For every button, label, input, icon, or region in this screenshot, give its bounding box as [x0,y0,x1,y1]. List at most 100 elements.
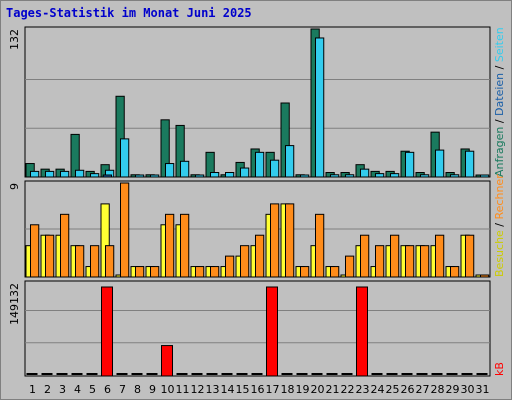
bar-rechner [405,245,415,278]
bar-rechner [150,266,160,278]
x-tick-label: 1 [29,383,36,396]
bar-dateien [270,159,280,178]
bar-dateien [345,174,355,178]
x-tick-label: 27 [416,383,430,396]
bar-rechner [165,213,175,278]
bar-dateien [75,169,85,178]
bar-dateien [225,172,235,178]
bar-rechner [120,182,130,278]
x-tick-label: 29 [446,383,460,396]
x-tick-label: 25 [386,383,400,396]
y-max-label-visits: 9 [8,183,21,190]
bar-dateien [435,149,445,178]
bar-dateien [420,174,430,178]
x-tick-label: 13 [206,383,220,396]
bar-rechner [225,255,235,278]
legend-visits: Besuche / Rechner [493,174,506,277]
bar-rechner [480,274,490,278]
bar-rechner [285,203,295,278]
x-tick-label: 28 [431,383,445,396]
x-tick-label: 12 [191,383,205,396]
y-max-label-requests: 132 [8,29,21,50]
bar-dateien [480,174,490,178]
bar-rechner [75,245,85,278]
bar-dateien [300,174,310,178]
bar-rechner [345,255,355,278]
legend-separator: / [493,116,506,127]
x-tick-label: 14 [221,383,235,396]
x-tick-label: 8 [134,383,141,396]
x-tick-label: 10 [161,383,175,396]
bar-rechner [240,245,250,278]
bar-rechner [255,234,265,278]
x-tick-label: 6 [104,383,111,396]
legend-separator: / [493,62,506,73]
bar-rechner [420,245,430,278]
bar-dateien [195,174,205,178]
x-tick-label: 17 [266,383,280,396]
y-max-label-kb: 149132 [8,283,21,325]
bar-rechner [45,234,55,278]
bar-rechner [330,266,340,278]
bar-rechner [450,266,460,278]
bar-dateien [90,173,100,178]
bar-rechner [360,234,370,278]
bar-kb [356,286,368,377]
bar-kb [266,286,278,377]
bar-rechner [375,245,385,278]
bar-rechner [300,266,310,278]
x-tick-label: 31 [476,383,490,396]
x-tick-label: 11 [176,383,190,396]
legend-separator: / [493,219,506,230]
x-tick-label: 24 [371,383,385,396]
bar-dateien [60,170,70,178]
bar-rechner [135,266,145,278]
bar-dateien [135,174,145,178]
bar-dateien [240,167,250,178]
bar-rechner [180,213,190,278]
bar-dateien [465,150,475,178]
bar-dateien [210,172,220,178]
legend-entry-anfragen: Anfragen [493,127,506,177]
bar-kb [101,286,113,377]
bar-dateien [450,174,460,178]
bar-rechner [270,203,280,278]
x-tick-label: 7 [119,383,126,396]
x-tick-label: 19 [296,383,310,396]
x-tick-label: 22 [341,383,355,396]
bar-rechner [435,234,445,278]
bar-dateien [405,151,415,178]
bar-dateien [120,138,130,178]
bar-dateien [255,151,265,178]
bar-rechner [105,245,115,278]
legend-entry-besuche: Besuche [493,230,506,277]
bar-dateien [180,160,190,178]
x-tick-label: 2 [44,383,51,396]
bar-seiten [102,174,112,178]
x-tick-label: 15 [236,383,250,396]
bar-dateien [375,173,385,178]
legend-entry-rechner: Rechner [493,174,506,220]
legend-kb: kB [493,362,506,376]
bar-dateien [165,163,175,178]
panel-kb [24,280,491,377]
bar-rechner [315,213,325,278]
bar-rechner [390,234,400,278]
bar-kb [161,345,173,377]
x-tick-label: 9 [149,383,156,396]
bar-dateien [45,170,55,178]
bar-rechner [90,245,100,278]
x-tick-label: 23 [356,383,370,396]
x-tick-label: 4 [74,383,81,396]
x-tick-label: 21 [326,383,340,396]
x-tick-label: 5 [89,383,96,396]
chart-title: Tages-Statistik im Monat Juni 2025 [6,6,252,20]
legend-entry-kb: kB [493,362,506,376]
x-tick-label: 20 [311,383,325,396]
bar-rechner [465,234,475,278]
x-tick-label: 18 [281,383,295,396]
x-tick-label: 30 [461,383,475,396]
legend-requests: Anfragen / Dateien / Seiten [493,27,506,177]
bar-rechner [210,266,220,278]
